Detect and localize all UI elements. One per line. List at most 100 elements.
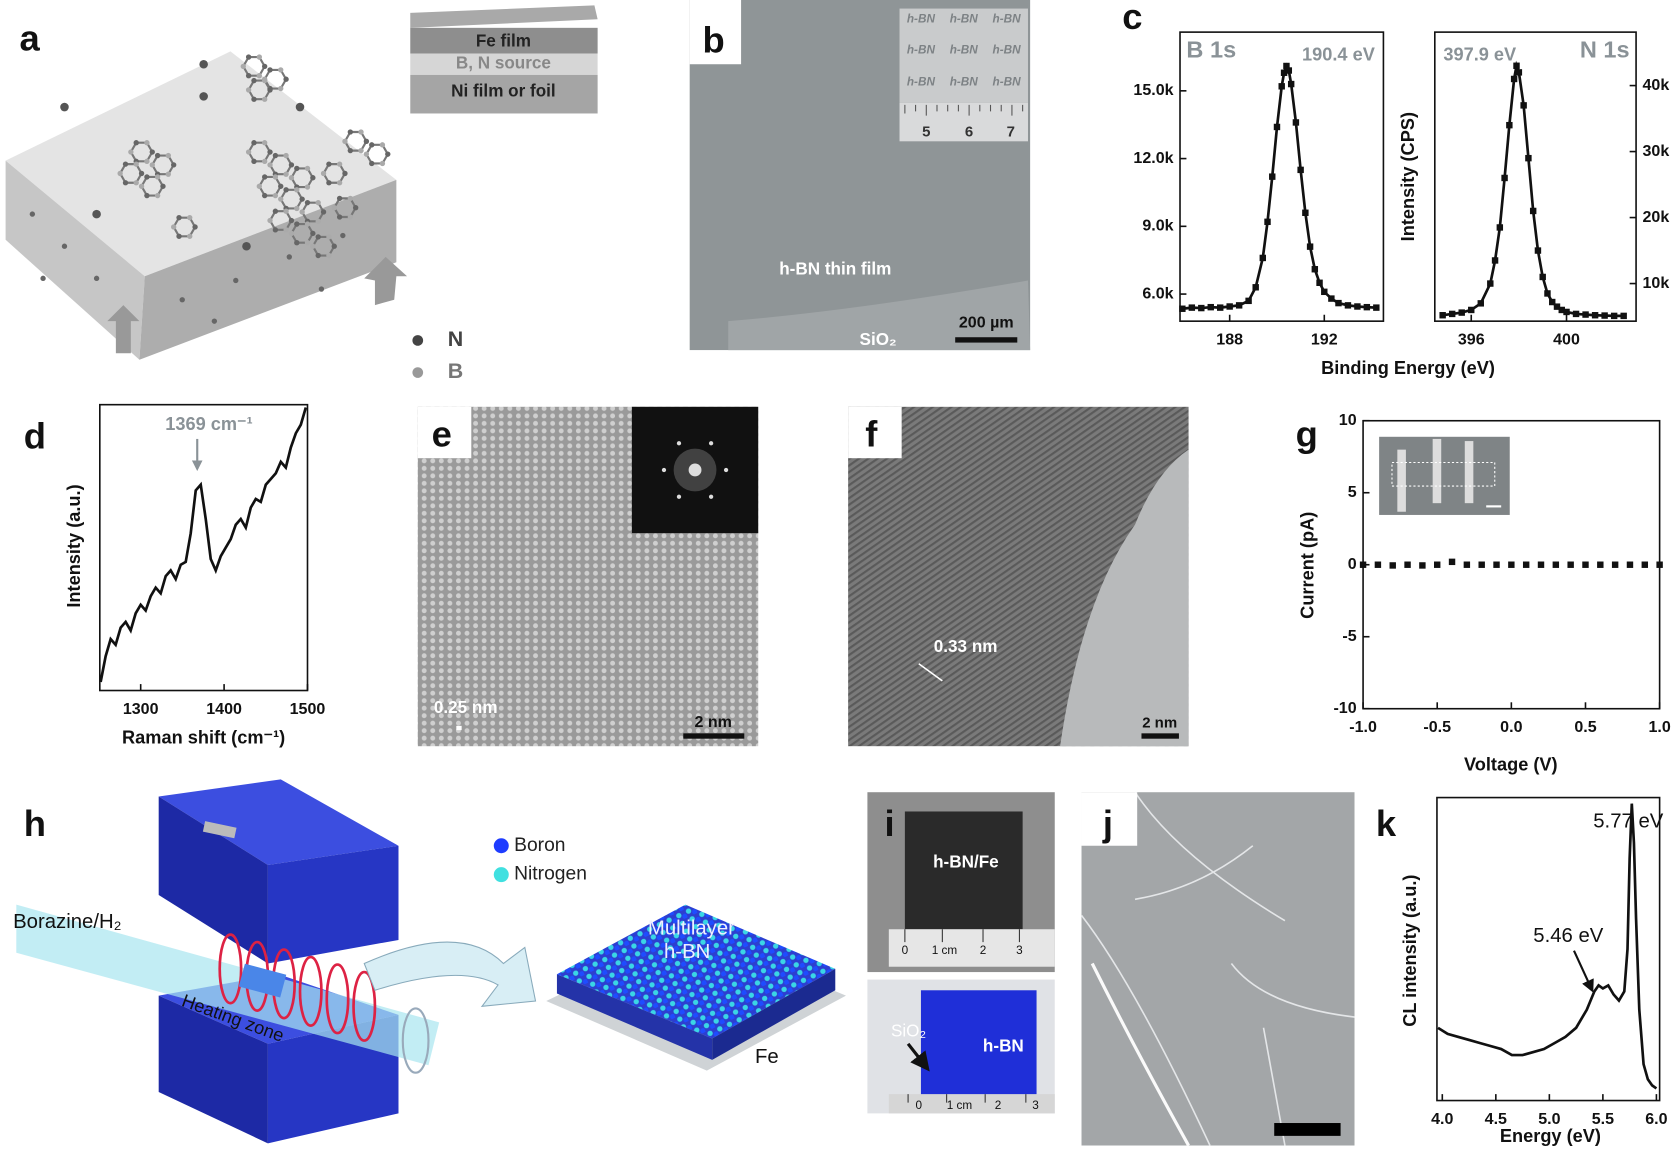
data-point bbox=[1278, 83, 1285, 90]
x-tick-label: 5.0 bbox=[1538, 1110, 1560, 1128]
data-point bbox=[1359, 561, 1367, 568]
data-point bbox=[1641, 561, 1649, 568]
data-point bbox=[1478, 561, 1485, 568]
data-point bbox=[1611, 561, 1619, 568]
plot-frame bbox=[1436, 796, 1661, 1102]
product-label: Multilayer bbox=[648, 918, 735, 940]
data-point bbox=[1287, 80, 1295, 88]
x-tick-label: -0.5 bbox=[1423, 718, 1451, 736]
data-point bbox=[1529, 207, 1537, 215]
x-tick-label: 1400 bbox=[206, 700, 242, 718]
y-tick-label: 9.0k bbox=[1142, 217, 1173, 235]
data-point bbox=[1534, 247, 1542, 254]
y-axis-label: CL intensity (a.u.) bbox=[1400, 875, 1420, 1027]
panel-b: h-BN h-BN h-BN h-BN h-BN h-BN h-BN h-BN h-BN 5… bbox=[689, 0, 1031, 351]
tile-label: h-BN bbox=[950, 76, 979, 89]
data-point bbox=[1280, 69, 1288, 76]
tile-label: h-BN bbox=[907, 12, 936, 25]
y-axis-label: Intensity (CPS) bbox=[1398, 112, 1418, 241]
gas-label: Borazine/H₂ bbox=[13, 911, 121, 933]
legend-label: Boron bbox=[514, 835, 565, 856]
x-tick-label: 0.0 bbox=[1500, 718, 1522, 736]
data-point bbox=[1389, 562, 1396, 569]
product-label: h-BN bbox=[664, 941, 710, 963]
y-tick-label: 12.0k bbox=[1133, 149, 1173, 167]
y-tick-label: 10 bbox=[1339, 411, 1357, 429]
data-point bbox=[1328, 295, 1335, 302]
scale-bar-label: 200 µm bbox=[959, 314, 1014, 332]
data-point bbox=[1269, 173, 1276, 180]
x-tick-label: 188 bbox=[1216, 331, 1243, 349]
data-point bbox=[1487, 280, 1494, 287]
data-point bbox=[1311, 266, 1319, 273]
chart-title: B 1s bbox=[1186, 37, 1236, 63]
data-point bbox=[1582, 561, 1589, 568]
data-point bbox=[1572, 310, 1580, 318]
data-point bbox=[1620, 312, 1627, 320]
y-tick-label: -5 bbox=[1342, 627, 1356, 645]
data-point bbox=[1549, 298, 1556, 306]
data-point bbox=[1273, 123, 1281, 131]
annotation: 5.77 eV bbox=[1593, 811, 1664, 833]
data-point bbox=[1626, 561, 1634, 568]
data-point bbox=[1501, 174, 1508, 182]
ruler-label: 6 bbox=[965, 124, 973, 141]
tile-label: h-BN bbox=[950, 43, 979, 56]
layer-label: B, N source bbox=[456, 54, 551, 73]
data-point bbox=[1582, 311, 1589, 318]
x-tick-label: 6.0 bbox=[1645, 1110, 1667, 1128]
x-axis-label: Voltage (V) bbox=[1464, 754, 1558, 774]
data-point bbox=[1302, 209, 1309, 216]
data-point bbox=[1477, 300, 1484, 307]
ruler-label: 2 bbox=[980, 944, 987, 957]
tile-label: h-BN bbox=[907, 76, 936, 89]
data-point bbox=[1458, 309, 1465, 316]
y-tick-label: 0 bbox=[1348, 555, 1357, 573]
panel-h: Borazine/H₂ Heating zone Boron Nitrogen … bbox=[13, 779, 846, 1144]
data-point bbox=[1591, 312, 1599, 319]
data-point bbox=[1493, 561, 1500, 568]
data-point bbox=[1321, 288, 1328, 296]
tile-label: h-BN bbox=[993, 43, 1022, 56]
panel-label: d bbox=[24, 416, 46, 457]
panel-e: 0.25 nm 2 nm bbox=[417, 406, 759, 747]
data-point bbox=[1522, 561, 1530, 568]
data-point bbox=[1245, 297, 1252, 305]
legend-label: N bbox=[448, 327, 463, 351]
panel-label: g bbox=[1296, 413, 1318, 454]
y-axis-label: Current (pA) bbox=[1297, 512, 1317, 619]
y-axis-label: Intensity (a.u.) bbox=[64, 484, 84, 607]
substrate-label: SiO₂ bbox=[860, 330, 897, 349]
substrate-label: Fe bbox=[755, 1046, 779, 1068]
data-point bbox=[1363, 303, 1371, 311]
x-axis-label: Energy (eV) bbox=[1500, 1126, 1601, 1146]
data-point bbox=[1463, 561, 1471, 568]
x-tick-label: 4.5 bbox=[1485, 1110, 1507, 1128]
data-point bbox=[1558, 306, 1565, 314]
annotation: 5.46 eV bbox=[1533, 925, 1604, 947]
x-tick-label: 0.5 bbox=[1574, 718, 1596, 736]
x-tick-label: 396 bbox=[1458, 331, 1485, 349]
data-point bbox=[1306, 243, 1314, 250]
data-point bbox=[1283, 62, 1290, 70]
x-axis-label: Binding Energy (eV) bbox=[1321, 358, 1495, 378]
tile-label: h-BN bbox=[907, 43, 936, 56]
panel-labels: a b c d e f g h i j k bbox=[20, 0, 1397, 844]
data-point bbox=[1597, 561, 1604, 568]
annotation: 1369 cm⁻¹ bbox=[165, 414, 252, 434]
data-point bbox=[1335, 299, 1342, 307]
data-point bbox=[1439, 312, 1446, 319]
x-tick-label: -1.0 bbox=[1349, 718, 1377, 736]
data-line bbox=[1442, 60, 1624, 318]
x-tick-label: 5.5 bbox=[1592, 1110, 1614, 1128]
data-point bbox=[1297, 166, 1304, 174]
tile-label: h-BN bbox=[993, 76, 1022, 89]
data-point bbox=[1235, 302, 1243, 309]
data-point bbox=[1292, 119, 1300, 126]
panel-i: h-BN/Fe h-BN SiO₂ 0 1 cm 2 3 0 1 cm 2 3 bbox=[867, 792, 1055, 1114]
annotation: 397.9 eV bbox=[1443, 44, 1516, 64]
data-point bbox=[1496, 224, 1504, 231]
data-point bbox=[1506, 121, 1513, 129]
panel-label: k bbox=[1376, 803, 1397, 844]
